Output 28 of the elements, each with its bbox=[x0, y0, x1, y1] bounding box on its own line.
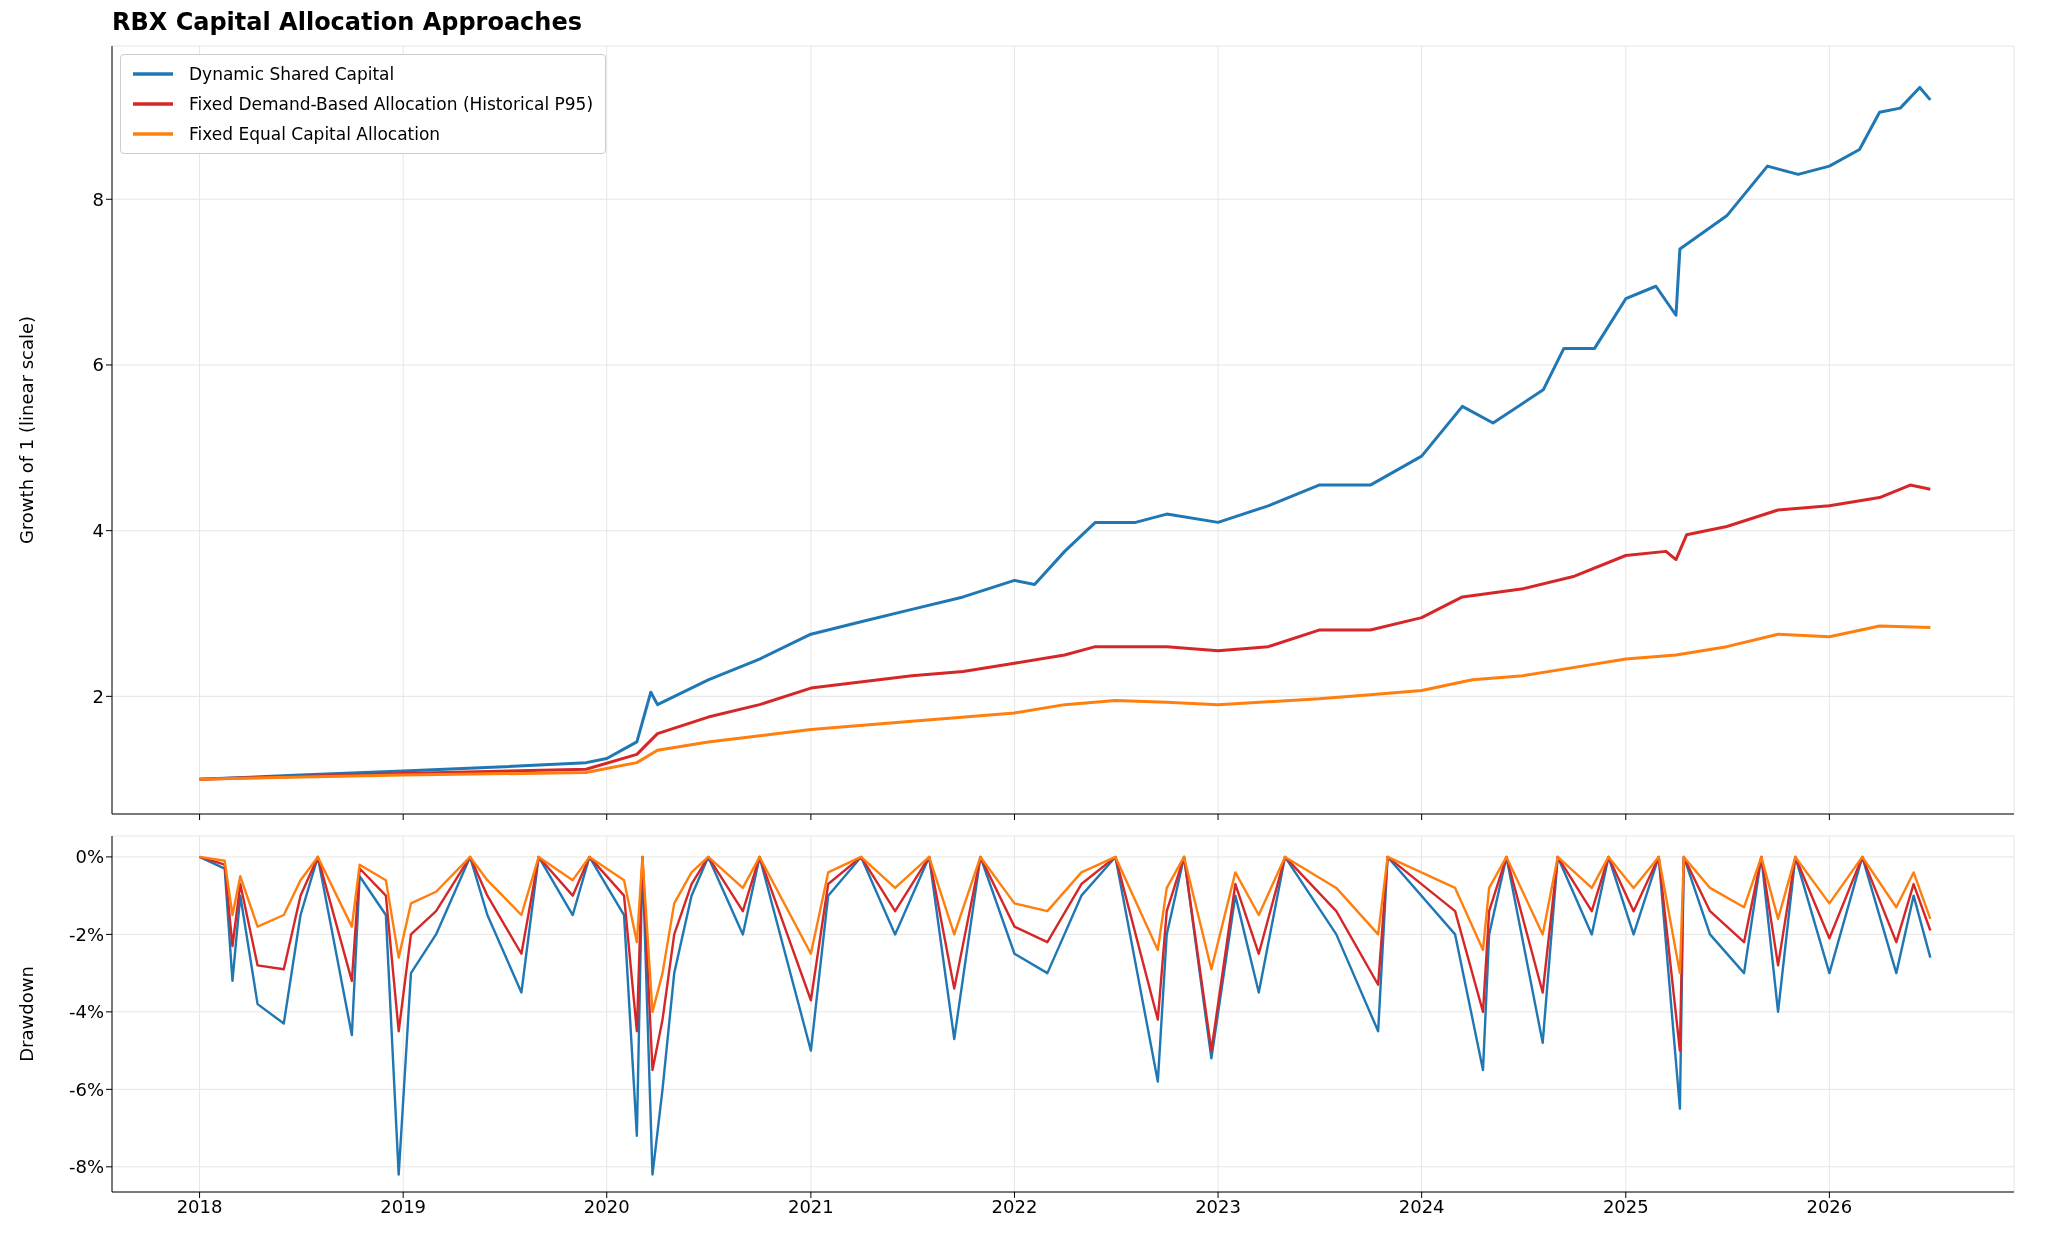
x-tick-label: 2019 bbox=[380, 1195, 427, 1217]
legend-label: Fixed Demand-Based Allocation (Historical P95) bbox=[189, 93, 594, 116]
y-tick-label: -4% bbox=[68, 1001, 104, 1023]
y-axis-title: Drawdown bbox=[16, 966, 38, 1062]
y-tick-label: 6 bbox=[92, 354, 104, 376]
y-axis-title: Growth of 1 (linear scale) bbox=[16, 315, 38, 545]
y-tick-label: 8 bbox=[92, 188, 104, 210]
x-tick-label: 2025 bbox=[1602, 1195, 1649, 1217]
legend-label: Fixed Equal Capital Allocation bbox=[189, 123, 441, 146]
y-tick-label: 2 bbox=[92, 685, 104, 707]
chart-title: RBX Capital Allocation Approaches bbox=[112, 8, 583, 38]
x-tick-label: 2023 bbox=[1195, 1195, 1241, 1217]
x-tick-label: 2024 bbox=[1398, 1195, 1445, 1217]
y-tick-label: 0% bbox=[75, 846, 104, 868]
line-series bbox=[198, 624, 1932, 781]
x-tick-label: 2021 bbox=[787, 1195, 834, 1217]
legend-label: Dynamic Shared Capital bbox=[189, 63, 395, 86]
line-series bbox=[198, 855, 1932, 1176]
y-tick-label: 4 bbox=[92, 520, 104, 542]
x-tick-label: 2026 bbox=[1806, 1195, 1853, 1217]
x-tick-label: 2020 bbox=[583, 1195, 630, 1217]
x-tick-label: 2022 bbox=[991, 1195, 1038, 1217]
line-series bbox=[198, 855, 1932, 1072]
x-tick-label: 2018 bbox=[176, 1195, 223, 1217]
y-tick-label: -6% bbox=[68, 1078, 104, 1100]
line-series bbox=[198, 855, 1932, 1014]
y-tick-label: -2% bbox=[68, 923, 104, 945]
y-tick-label: -8% bbox=[68, 1156, 104, 1178]
